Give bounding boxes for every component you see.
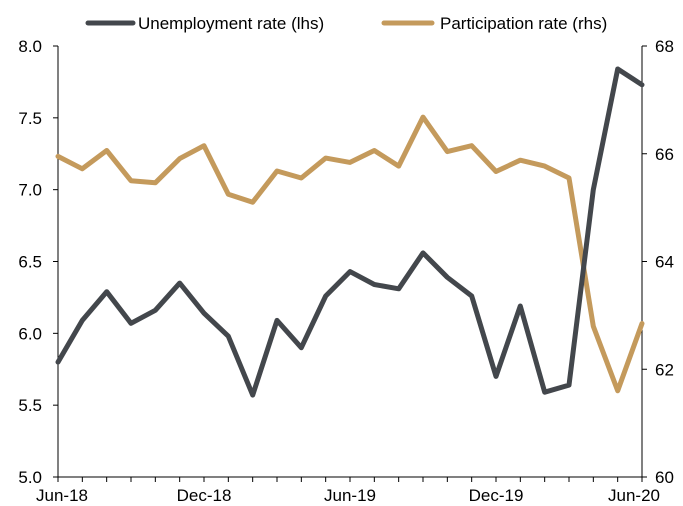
legend-label-participation: Participation rate (rhs) (440, 14, 607, 33)
right-tick-label: 62 (655, 360, 674, 379)
right-axis-ticks: 60 62 64 66 68 (642, 37, 674, 487)
left-tick-label: 6.0 (18, 324, 42, 343)
left-axis-ticks: 5.0 5.5 6.0 6.5 7.0 7.5 8.0 (18, 37, 58, 487)
legend-label-unemployment: Unemployment rate (lhs) (138, 14, 324, 33)
series-line-participation (55, 114, 645, 394)
right-tick-label: 60 (655, 468, 674, 487)
x-tick-label: Jun-19 (324, 486, 376, 505)
left-tick-label: 8.0 (18, 37, 42, 56)
left-tick-label: 7.0 (18, 181, 42, 200)
x-tick-label: Dec-18 (177, 486, 232, 505)
x-tick-label: Jun-18 (36, 486, 88, 505)
x-tick-label: Dec-19 (469, 486, 524, 505)
legend-item-unemployment: Unemployment rate (lhs) (85, 14, 324, 33)
left-tick-label: 5.0 (18, 468, 42, 487)
right-tick-label: 66 (655, 145, 674, 164)
axes (57, 46, 643, 478)
right-tick-label: 64 (655, 253, 674, 272)
series-line-unemployment (55, 66, 645, 398)
left-tick-label: 6.5 (18, 253, 42, 272)
left-tick-label: 7.5 (18, 109, 42, 128)
x-axis-ticks: Jun-18 Dec-18 Jun-19 Dec-19 Jun-20 (36, 477, 660, 505)
right-tick-label: 68 (655, 37, 674, 56)
series-lines (55, 66, 645, 398)
legend-item-participation: Participation rate (rhs) (381, 14, 607, 33)
legend: Unemployment rate (lhs) Participation ra… (85, 14, 607, 33)
x-tick-label: Jun-20 (608, 486, 660, 505)
left-tick-label: 5.5 (18, 396, 42, 415)
